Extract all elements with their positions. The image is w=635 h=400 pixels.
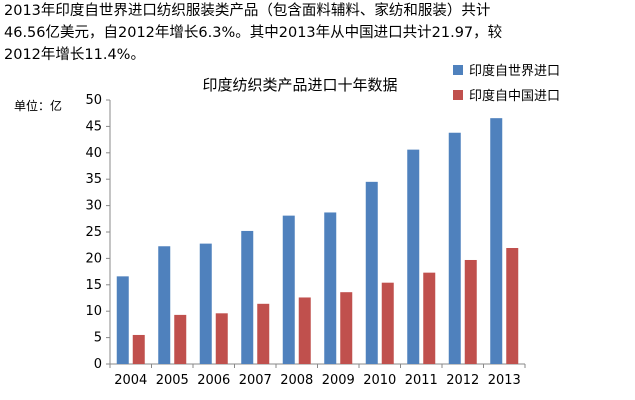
- x-tick-label: 2013: [488, 373, 521, 388]
- legend-swatch: [453, 65, 463, 75]
- x-tick-label: 2012: [446, 373, 479, 388]
- intro-line-3: 2012年增长11.4%。: [4, 47, 145, 63]
- legend-swatch: [453, 90, 463, 100]
- y-tick-label: 5: [94, 331, 102, 346]
- bar-world-2004: [116, 276, 129, 364]
- x-tick-label: 2004: [114, 373, 147, 388]
- bar-china-2005: [174, 314, 187, 364]
- bar-world-2006: [199, 243, 212, 364]
- y-tick-label: 20: [85, 251, 102, 266]
- bar-world-2013: [490, 118, 503, 364]
- y-axis-unit-label: 单位：亿: [14, 98, 62, 113]
- chart-title: 印度纺织类产品进口十年数据: [202, 76, 397, 94]
- intro-line-2: 46.56亿美元，自2012年增长6.3%。其中2013年从中国进口共计21.9…: [4, 25, 503, 41]
- y-tick-label: 10: [85, 304, 102, 319]
- legend-label: 印度自世界进口: [469, 63, 560, 79]
- bar-china-2011: [423, 272, 436, 364]
- x-tick-label: 2006: [197, 373, 230, 388]
- y-tick-label: 0: [94, 357, 102, 372]
- y-tick-label: 15: [85, 278, 102, 293]
- bar-china-2010: [381, 282, 394, 364]
- bar-china-2012: [464, 259, 477, 364]
- y-tick-label: 40: [85, 146, 102, 161]
- y-tick-label: 30: [85, 199, 102, 214]
- bar-china-2006: [215, 313, 228, 364]
- bar-world-2010: [365, 181, 378, 364]
- y-tick-label: 45: [85, 119, 102, 134]
- x-tick-label: 2005: [156, 373, 189, 388]
- bar-china-2004: [132, 334, 145, 364]
- y-tick-label: 35: [85, 172, 102, 187]
- x-tick-label: 2010: [363, 373, 396, 388]
- bar-china-2007: [257, 303, 270, 364]
- intro-line-1: 2013年印度自世界进口纺织服装类产品（包含面料辅料、家纺和服装）共计: [4, 3, 491, 19]
- axes: 0 5 10 15 20 25 30 35 40 45 50 2004 2005 2006 2007 2008…: [85, 93, 526, 388]
- bar-world-2005: [158, 246, 171, 364]
- intro-paragraph: 2013年印度自世界进口纺织服装类产品（包含面料辅料、家纺和服装）共计 46.5…: [4, 0, 632, 66]
- y-tick-label: 50: [85, 93, 102, 108]
- bars: [116, 118, 519, 364]
- x-tick-label: 2008: [280, 373, 313, 388]
- bar-china-2009: [340, 292, 353, 364]
- bar-china-2008: [298, 297, 311, 364]
- x-tick-label: 2011: [405, 373, 438, 388]
- bar-china-2013: [506, 247, 519, 364]
- bar-world-2012: [448, 132, 461, 364]
- x-tick-label: 2009: [322, 373, 355, 388]
- y-tick-label: 25: [85, 225, 102, 240]
- bar-world-2008: [282, 215, 295, 364]
- bar-world-2009: [324, 212, 337, 364]
- bar-world-2011: [407, 149, 420, 364]
- legend-label: 印度自中国进口: [469, 88, 560, 104]
- bar-world-2007: [241, 230, 254, 364]
- x-tick-label: 2007: [239, 373, 272, 388]
